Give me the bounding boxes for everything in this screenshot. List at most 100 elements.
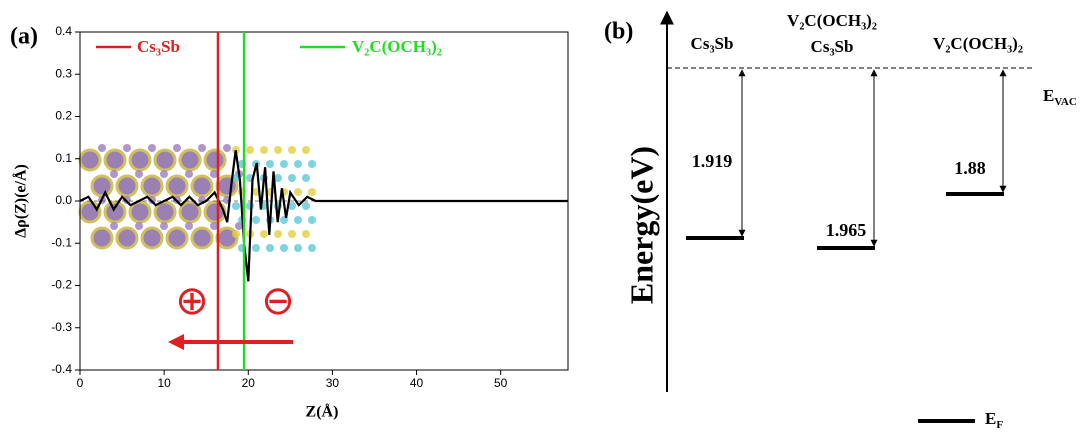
atom [302, 146, 310, 154]
y-tick-label: -0.3 [51, 320, 72, 334]
x-tick-label: 0 [77, 376, 84, 390]
atom [294, 188, 302, 196]
y-axis-label: Energy(eV) [623, 146, 659, 304]
x-axis-label: Z(Å) [306, 403, 339, 421]
legend-label: Cs₃Sb [137, 37, 180, 56]
atom [260, 146, 268, 154]
atom [167, 176, 187, 196]
data-line [80, 150, 568, 281]
atom [105, 150, 125, 170]
y-tick-label: 0.0 [55, 193, 72, 207]
atom [160, 222, 168, 230]
atom [302, 230, 310, 238]
atom [308, 216, 316, 224]
atom [280, 160, 288, 168]
label-main: E [985, 409, 996, 428]
vacuum-label: EVAC [1043, 86, 1077, 108]
atom [232, 230, 240, 238]
x-tick-label: 40 [410, 376, 424, 390]
atom [123, 144, 131, 152]
atom [117, 176, 137, 196]
atom [260, 230, 268, 238]
atom [135, 170, 143, 178]
level-name: Cs₃Sb [691, 34, 734, 53]
atom [252, 216, 260, 224]
atom [192, 228, 212, 248]
atom [142, 228, 162, 248]
atom [294, 244, 302, 252]
atom [110, 170, 118, 178]
y-tick-label: 0.3 [55, 66, 72, 80]
atom [294, 160, 302, 168]
atom [198, 144, 206, 152]
atom [288, 174, 296, 182]
x-tick-label: 20 [242, 376, 256, 390]
atom [173, 144, 181, 152]
atom [192, 176, 212, 196]
atom [167, 228, 187, 248]
atom [308, 188, 316, 196]
atom [302, 202, 310, 210]
panel-label: (b) [604, 19, 633, 45]
atom [246, 202, 254, 210]
atom [294, 216, 302, 224]
atom [288, 146, 296, 154]
x-tick-label: 30 [326, 376, 340, 390]
atom [266, 244, 274, 252]
atom [308, 244, 316, 252]
level-name: Cs₃Sb [811, 37, 854, 56]
atom [274, 146, 282, 154]
charge-symbol: ⊕ [175, 278, 209, 323]
atom [246, 146, 254, 154]
atom [148, 144, 156, 152]
label-main: E [1043, 86, 1054, 105]
label-sub: VAC [1054, 96, 1076, 108]
atom [98, 144, 106, 152]
y-tick-label: 0.1 [55, 151, 72, 165]
x-tick-label: 50 [494, 376, 508, 390]
atom [280, 244, 288, 252]
atom [185, 170, 193, 178]
atom [232, 202, 240, 210]
legend-label: V₂C(OCH₃)₂ [352, 37, 442, 56]
atom [180, 150, 200, 170]
atom [105, 202, 125, 222]
label-sub: F [996, 419, 1003, 431]
charge-symbol: ⊖ [261, 278, 295, 323]
atom [302, 174, 310, 182]
level-value: 1.88 [954, 158, 986, 178]
level-value: 1.965 [826, 220, 867, 240]
atom [92, 176, 112, 196]
atom [110, 222, 118, 230]
atom [142, 176, 162, 196]
y-tick-label: -0.2 [51, 278, 72, 292]
atom [117, 228, 137, 248]
figure: (a) Z(Å) Δρ(Z)(e/Å) (b) Energy(eV) 0 10 20… [0, 0, 1090, 434]
level-value: 1.919 [692, 151, 733, 171]
atom [205, 150, 225, 170]
atom [308, 160, 316, 168]
atom [92, 228, 112, 248]
level-name: V₂C(OCH₃)₂ [933, 34, 1023, 53]
atom [288, 230, 296, 238]
atom [185, 222, 193, 230]
atom [80, 202, 100, 222]
atom [155, 150, 175, 170]
level-name: V₂C(OCH₃)₂ [787, 11, 877, 30]
y-axis-label: Δρ(Z)(e/Å) [12, 164, 30, 238]
y-tick-label: -0.4 [51, 362, 72, 376]
atom [223, 144, 231, 152]
atom [135, 222, 143, 230]
y-tick-label: 0.4 [55, 24, 72, 38]
y-tick-label: -0.1 [51, 235, 72, 249]
atom [274, 230, 282, 238]
atom [266, 160, 274, 168]
y-tick-label: 0.2 [55, 109, 72, 123]
atom [160, 170, 168, 178]
atom [130, 150, 150, 170]
panel-label: (a) [10, 24, 38, 50]
atom [252, 244, 260, 252]
atom [80, 150, 100, 170]
x-tick-label: 10 [157, 376, 171, 390]
fermi-label: EF [985, 409, 1003, 431]
